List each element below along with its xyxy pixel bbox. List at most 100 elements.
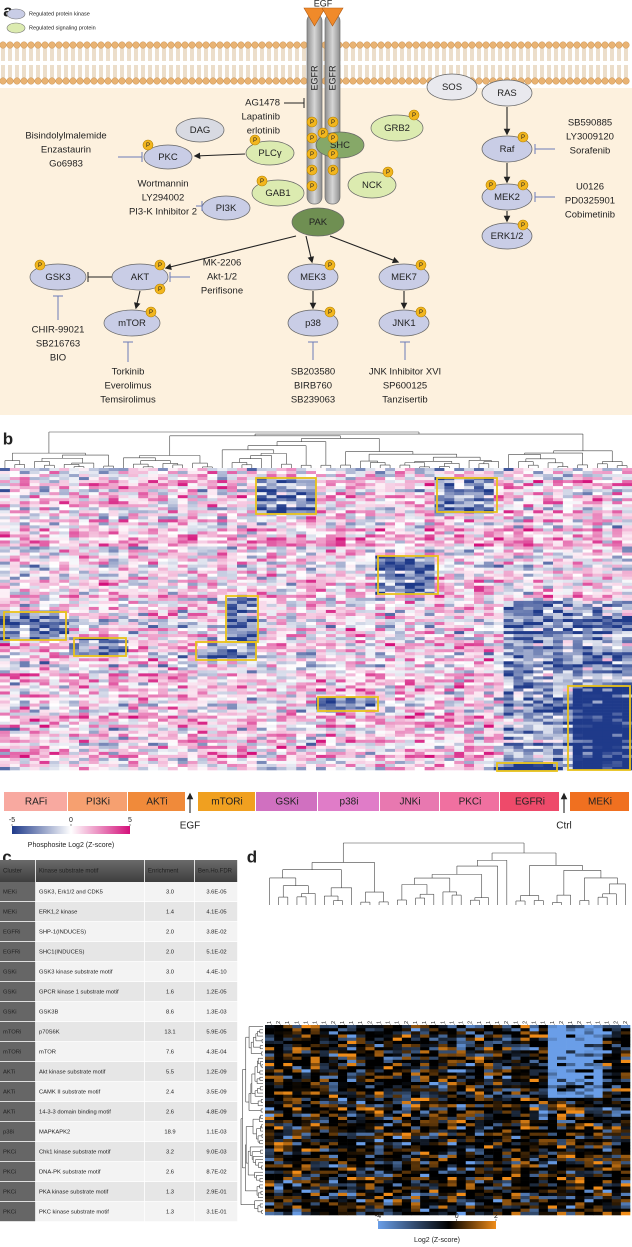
lipid-head (62, 77, 70, 85)
lipid-head (195, 77, 203, 85)
heatmap-cell (503, 546, 514, 550)
heatmap-cell (59, 606, 70, 611)
heatmap-cell (49, 582, 60, 587)
heatmap-cell (513, 576, 524, 581)
heatmap-cell (227, 492, 238, 496)
heatmap-cell (286, 646, 297, 650)
heatmap-cell (483, 537, 495, 541)
heatmap-cell (543, 489, 554, 493)
heatmap-cell (217, 471, 228, 475)
heatmap-cell (19, 603, 30, 608)
heatmap-cell (355, 588, 366, 593)
heatmap-cell (385, 486, 396, 490)
heatmap-cell (296, 637, 307, 641)
heatmap-cell (602, 474, 613, 478)
heatmap-cell (98, 652, 109, 656)
heatmap-cell (88, 528, 100, 532)
heatmap-cell (128, 537, 139, 541)
heatmap-cell (49, 606, 60, 611)
heatmap-cell (167, 606, 179, 611)
heatmap-cell (404, 576, 416, 581)
heatmap-cell (612, 531, 623, 535)
heatmap-cell (553, 564, 564, 568)
heatmap-cell (79, 564, 90, 568)
heatmap-cell (503, 637, 514, 641)
heatmap-cell (414, 519, 425, 523)
inhibitor-label: Lapatinib (241, 112, 280, 123)
heatmap-cell (562, 570, 574, 574)
heatmap-cell (365, 489, 376, 493)
phospho-label: P (310, 168, 314, 174)
heatmap-cell (9, 591, 21, 596)
phospho-badge (327, 132, 339, 144)
heatmap-cell (612, 480, 623, 484)
heatmap-cell (335, 628, 346, 632)
heatmap-cell (19, 471, 30, 475)
heatmap-cell (622, 501, 632, 505)
heatmap-cell (286, 634, 297, 638)
heatmap-cell (454, 606, 465, 611)
heatmap-cell (197, 582, 208, 587)
inhibitor-label: SP600125 (383, 381, 427, 392)
heatmap-cell (266, 591, 277, 596)
heatmap-cell (108, 492, 119, 496)
heatmap-cell (365, 477, 376, 481)
heatmap-cell (39, 652, 50, 656)
heatmap-cell (266, 570, 277, 574)
heatmap-cell (464, 534, 475, 538)
heatmap-cell (167, 477, 179, 481)
heatmap-cell (118, 516, 129, 520)
heatmap-cell (0, 634, 11, 638)
heatmap-cell (29, 561, 40, 565)
heatmap-cell (414, 504, 425, 508)
heatmap-cell (266, 537, 277, 541)
heatmap-cell (553, 513, 564, 517)
heatmap-cell (562, 658, 574, 662)
heatmap-cell (345, 628, 356, 632)
heatmap-cell (79, 652, 90, 656)
heatmap-cell (276, 507, 287, 511)
heatmap-cell (246, 597, 258, 602)
heatmap-cell (167, 555, 179, 559)
heatmap-cell (246, 522, 258, 526)
lipid-head (286, 77, 294, 85)
heatmap-cell (79, 522, 90, 526)
heatmap-cell (523, 528, 534, 532)
heatmap-cell (237, 510, 248, 514)
heatmap-cell (335, 609, 346, 614)
heatmap-cell (316, 643, 327, 647)
heatmap-cell (167, 507, 179, 511)
heatmap-cell (464, 540, 475, 544)
heatmap-cell (167, 585, 179, 590)
heatmap-cell (404, 655, 416, 659)
heatmap-cell (49, 516, 60, 520)
heatmap-cell (355, 640, 366, 644)
heatmap-cell (375, 480, 386, 484)
heatmap-cell (395, 570, 406, 574)
heatmap-cell (602, 525, 613, 529)
heatmap-cell (177, 634, 188, 638)
heatmap-cell (493, 504, 504, 508)
heatmap-cell (98, 534, 109, 538)
heatmap-cell (39, 591, 50, 596)
heatmap-cell (385, 522, 396, 526)
heatmap-cell (98, 579, 109, 584)
heatmap-cell (197, 573, 208, 578)
heatmap-cell (207, 561, 218, 565)
heatmap-cell (483, 658, 495, 662)
heatmap-cell (543, 606, 554, 611)
heatmap-cell (177, 519, 188, 523)
heatmap-cell (266, 564, 277, 568)
heatmap-cell (523, 573, 534, 578)
heatmap-cell (572, 576, 583, 581)
heatmap-cell (414, 501, 425, 505)
heatmap-cell (493, 561, 504, 565)
heatmap-cell (79, 510, 90, 514)
heatmap-cell (464, 646, 475, 650)
heatmap-cell (276, 600, 287, 605)
heatmap-cell (227, 649, 238, 653)
heatmap-cell (434, 483, 445, 487)
heatmap-cell (483, 495, 495, 499)
heatmap-cell (592, 543, 603, 547)
heatmap-cell (474, 555, 485, 559)
